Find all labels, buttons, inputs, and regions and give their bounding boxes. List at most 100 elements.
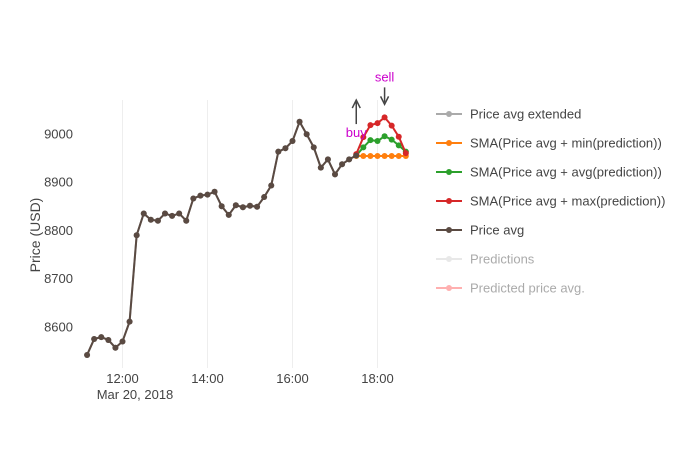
y-tick-label: 8800	[44, 223, 73, 238]
data-point	[360, 144, 367, 151]
x-tick-label: 14:00	[191, 371, 224, 386]
data-point	[204, 191, 211, 198]
series-sma-price-avg-min-prediction	[353, 153, 409, 160]
data-point	[381, 114, 388, 121]
data-point	[98, 334, 105, 341]
data-point	[303, 131, 310, 138]
legend-label: Price avg extended	[470, 107, 581, 122]
y-tick-label: 9000	[44, 126, 73, 141]
legend-swatch-marker	[446, 111, 452, 117]
data-point	[367, 137, 374, 144]
x-axis-ticks: 12:00 14:00 16:00 18:00	[106, 371, 394, 386]
data-point	[268, 182, 275, 189]
data-point	[388, 122, 395, 129]
data-point	[133, 232, 140, 239]
data-point	[296, 118, 303, 125]
data-point	[183, 217, 190, 224]
legend-item[interactable]: SMA(Price avg + avg(prediction))	[436, 165, 662, 180]
legend-item[interactable]: SMA(Price avg + max(prediction))	[436, 194, 665, 209]
data-point	[126, 318, 133, 325]
data-point	[310, 144, 317, 151]
data-point	[254, 203, 261, 210]
legend-item[interactable]: Predicted price avg.	[436, 281, 585, 296]
data-point	[190, 195, 197, 202]
data-point	[402, 150, 409, 157]
data-point	[261, 194, 268, 201]
data-point	[381, 133, 388, 140]
legend-label: Predictions	[470, 252, 535, 267]
annotation-label: sell	[375, 69, 395, 84]
legend-label: Predicted price avg.	[470, 281, 585, 296]
legend-swatch-marker	[446, 227, 452, 233]
data-point	[211, 188, 218, 195]
data-point	[162, 210, 168, 217]
legend-label: SMA(Price avg + min(prediction))	[470, 136, 662, 151]
data-point	[388, 153, 395, 160]
data-point	[339, 161, 346, 168]
legend-label: Price avg	[470, 223, 524, 238]
annotations: buy sell	[346, 69, 395, 140]
data-point	[275, 148, 282, 155]
data-point	[346, 156, 353, 163]
data-point	[395, 153, 402, 160]
legend-label: SMA(Price avg + avg(prediction))	[470, 165, 662, 180]
data-point	[84, 351, 91, 358]
data-point	[332, 171, 338, 178]
data-point	[374, 138, 381, 145]
data-point	[282, 145, 289, 152]
legend-item[interactable]: Predictions	[436, 252, 535, 267]
series-layer	[84, 114, 409, 358]
data-point	[218, 203, 225, 210]
annotation-label: buy	[346, 125, 367, 140]
data-point	[140, 210, 147, 217]
data-point	[317, 164, 324, 171]
data-point	[169, 212, 176, 219]
legend-label: SMA(Price avg + max(prediction))	[470, 194, 665, 209]
series-price-avg	[84, 118, 360, 358]
legend-swatch-marker	[446, 256, 452, 262]
data-point	[395, 142, 402, 149]
data-point	[324, 156, 331, 163]
x-tick-label: 18:00	[361, 371, 394, 386]
data-point	[374, 153, 381, 160]
data-point	[247, 202, 253, 209]
data-point	[197, 192, 204, 199]
data-point	[91, 336, 98, 343]
data-point	[367, 153, 374, 160]
data-point	[176, 210, 183, 217]
legend-swatch-marker	[446, 285, 452, 291]
legend-item[interactable]: SMA(Price avg + min(prediction))	[436, 136, 662, 151]
legend-item[interactable]: Price avg	[436, 223, 524, 238]
legend[interactable]: Price avg extended SMA(Price avg + min(pr…	[436, 107, 665, 296]
data-point	[374, 120, 381, 127]
annotation-arrowhead	[379, 96, 390, 107]
x-tick-label: 16:00	[276, 371, 309, 386]
y-tick-label: 8600	[44, 319, 73, 334]
y-axis-ticks: 8600 8700 8800 8900 9000	[44, 126, 73, 334]
data-point	[147, 216, 154, 223]
data-point	[289, 138, 296, 145]
y-axis-title: Price (USD)	[27, 198, 43, 273]
x-axis-date-label: Mar 20, 2018	[97, 387, 174, 402]
y-tick-label: 8900	[44, 175, 73, 190]
data-point	[353, 152, 360, 159]
annotation-buy: buy	[346, 98, 367, 140]
data-point	[225, 211, 232, 218]
data-point	[388, 136, 395, 143]
annotation-sell: sell	[375, 69, 395, 107]
data-point	[105, 336, 112, 343]
legend-item[interactable]: Price avg extended	[436, 107, 581, 122]
series-price-avg-extended	[84, 118, 360, 358]
series-sma-price-avg-max-prediction	[353, 114, 409, 158]
data-point	[112, 344, 119, 351]
legend-swatch-marker	[446, 169, 452, 175]
vertical-gridlines	[122, 100, 378, 368]
data-point	[119, 338, 126, 345]
y-tick-label: 8700	[44, 271, 73, 286]
annotation-arrowhead	[351, 98, 361, 109]
data-point	[360, 134, 367, 141]
legend-swatch-marker	[446, 198, 452, 204]
x-tick-label: 12:00	[106, 371, 139, 386]
legend-swatch-marker	[446, 140, 452, 146]
